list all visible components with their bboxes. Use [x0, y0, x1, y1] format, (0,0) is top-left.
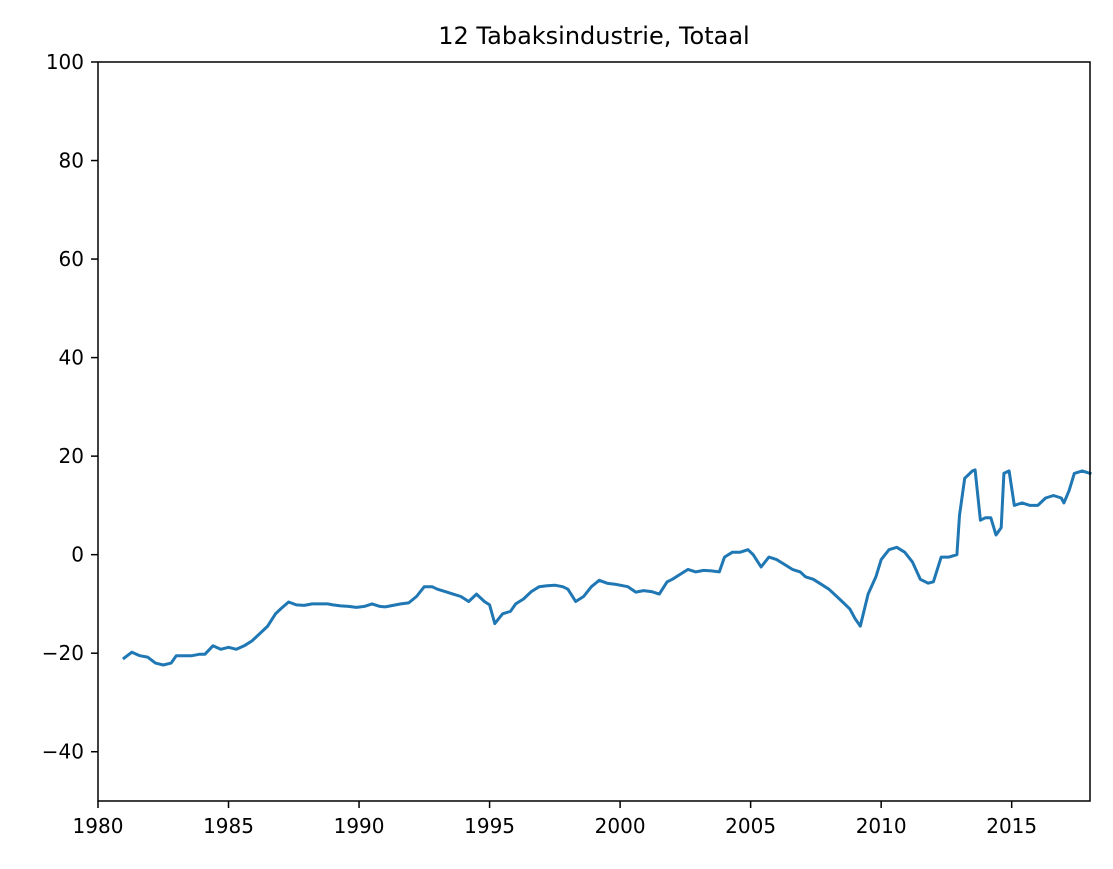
y-tick-label: 100 — [46, 50, 84, 74]
chart-title: 12 Tabaksindustrie, Totaal — [438, 22, 749, 50]
x-axis: 1980 1985 1990 1995 2000 2005 2010 2015 — [73, 801, 1037, 838]
x-tick-label: 1985 — [203, 814, 254, 838]
y-axis: −40 −20 0 20 40 60 80 100 — [42, 50, 98, 764]
y-tick-label: 0 — [71, 543, 84, 567]
y-tick-label: −40 — [42, 740, 84, 764]
plot-area — [121, 468, 1092, 667]
x-tick-label: 2010 — [856, 814, 907, 838]
x-tick-label: 1990 — [334, 814, 385, 838]
y-tick-label: 20 — [59, 444, 84, 468]
axes-frame — [97, 61, 1091, 802]
x-tick-label: 2000 — [595, 814, 646, 838]
y-tick-label: 60 — [59, 247, 84, 271]
y-tick-label: −20 — [42, 641, 84, 665]
x-tick-label: 1980 — [73, 814, 124, 838]
series-line — [121, 468, 1092, 667]
y-tick-label: 80 — [59, 149, 84, 173]
x-tick-label: 2015 — [986, 814, 1037, 838]
x-tick-label: 2005 — [725, 814, 776, 838]
x-tick-label: 1995 — [464, 814, 515, 838]
y-tick-label: 40 — [59, 346, 84, 370]
